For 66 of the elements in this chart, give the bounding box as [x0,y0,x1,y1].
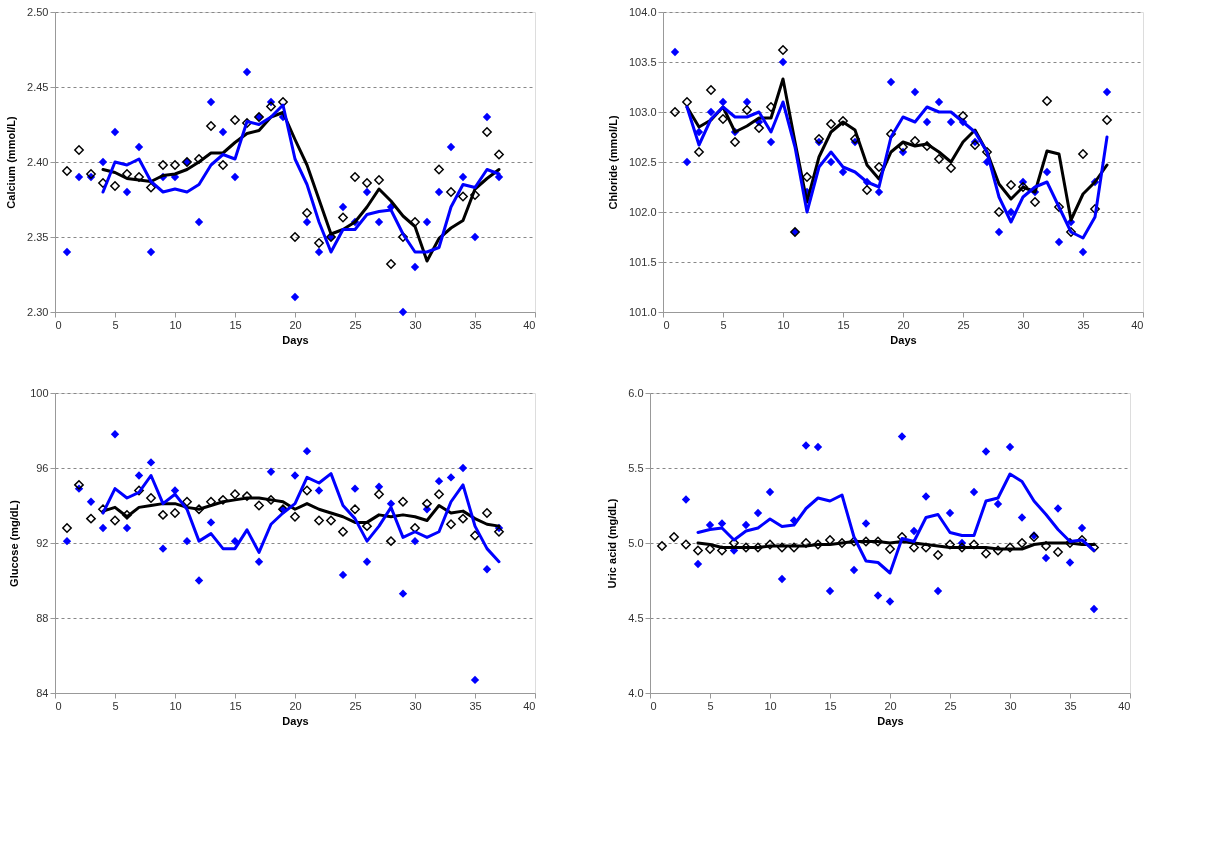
y-tick-label: 96 [36,461,49,474]
x-tick-label: 20 [289,318,302,331]
x-tick-label: 10 [169,699,182,712]
y-tick-label: 104.0 [628,5,657,18]
x-axis-title: Days [282,714,309,727]
x-tick-label: 5 [707,699,714,712]
x-tick-label: 30 [409,318,422,331]
y-tick-label: 103.0 [628,105,657,118]
x-tick-label: 0 [55,318,62,331]
y-tick-label: 102.5 [628,155,657,168]
x-tick-label: 40 [1118,699,1131,712]
y-tick-label: 5.0 [628,536,644,549]
y-tick-label: 84 [36,686,49,699]
y-axis-title: Uric acid (mg/dL) [606,498,619,589]
y-tick-label: 2.45 [27,80,49,93]
x-tick-label: 35 [1064,699,1077,712]
x-tick-label: 40 [523,699,536,712]
y-tick-label: 2.35 [27,230,49,243]
x-axis-title: Days [890,333,917,346]
y-axis-title: Chloride (mmol/L) [606,115,619,210]
y-tick-label: 92 [36,536,49,549]
x-tick-label: 20 [289,699,302,712]
x-tick-label: 20 [897,318,910,331]
y-tick-label: 102.0 [628,205,657,218]
y-tick-label: 2.40 [27,155,49,168]
x-tick-label: 0 [663,318,670,331]
x-axis-title: Days [877,714,904,727]
y-tick-label: 2.30 [27,305,49,318]
x-tick-label: 25 [944,699,957,712]
x-tick-label: 30 [1004,699,1017,712]
y-tick-label: 103.5 [628,55,657,68]
x-tick-label: 30 [1017,318,1030,331]
y-tick-label: 2.50 [27,5,49,18]
x-tick-label: 15 [837,318,850,331]
y-tick-label: 6.0 [628,386,644,399]
y-tick-label: 100 [30,386,49,399]
x-tick-label: 10 [169,318,182,331]
x-tick-label: 35 [469,318,482,331]
y-tick-label: 101.0 [628,305,657,318]
x-tick-label: 40 [1131,318,1144,331]
x-tick-label: 0 [55,699,62,712]
x-tick-label: 0 [650,699,657,712]
x-tick-label: 35 [469,699,482,712]
x-tick-label: 25 [349,699,362,712]
x-tick-label: 25 [349,318,362,331]
x-tick-label: 30 [409,699,422,712]
y-axis-title: Calcium (mmol/L) [5,116,18,209]
x-tick-label: 5 [720,318,727,331]
x-tick-label: 15 [229,699,242,712]
y-axis-title: Glucose (mg/dL) [8,499,21,587]
y-tick-label: 88 [36,611,49,624]
y-tick-label: 4.0 [628,686,644,699]
x-tick-label: 5 [112,318,119,331]
x-tick-label: 15 [824,699,837,712]
x-tick-label: 20 [884,699,897,712]
y-tick-label: 5.5 [628,461,644,474]
x-tick-label: 35 [1077,318,1090,331]
x-tick-label: 5 [112,699,119,712]
y-tick-label: 4.5 [628,611,644,624]
x-axis-title: Days [282,333,309,346]
x-tick-label: 40 [523,318,536,331]
y-tick-label: 101.5 [628,255,657,268]
x-tick-label: 25 [957,318,970,331]
x-tick-label: 15 [229,318,242,331]
x-tick-label: 10 [777,318,790,331]
x-tick-label: 10 [764,699,777,712]
